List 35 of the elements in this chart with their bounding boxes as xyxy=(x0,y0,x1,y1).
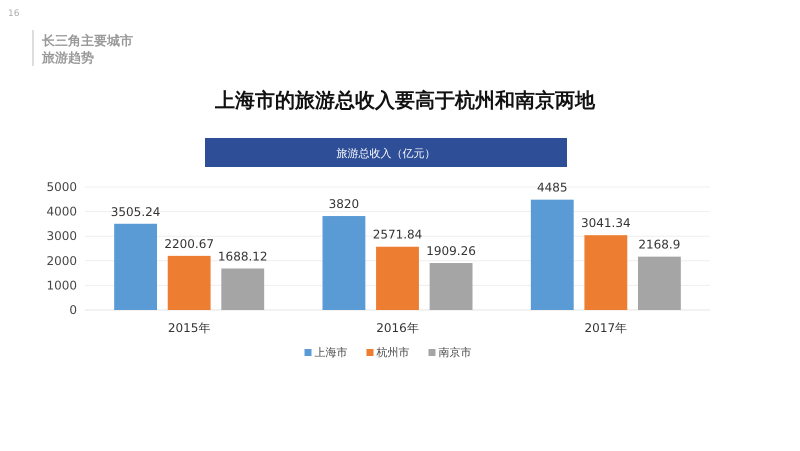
data-label: 2200.67 xyxy=(164,236,214,251)
text: 16 xyxy=(8,9,20,19)
data-label: 3041.34 xyxy=(581,216,631,230)
y-tick-label: 3000 xyxy=(46,229,77,244)
chart-title: 上海市的旅游总收入要高于杭州和南京两地 xyxy=(214,88,596,112)
bar xyxy=(584,235,628,310)
legend-label: 杭州市 xyxy=(376,346,410,359)
data-label: 2571.84 xyxy=(372,228,422,242)
x-tick-label: 2015年 xyxy=(168,321,210,335)
y-tick-label: 4000 xyxy=(46,204,77,219)
bar xyxy=(638,256,681,310)
bar xyxy=(430,263,472,310)
legend-label: 上海市 xyxy=(314,346,348,359)
y-tick-label: 2000 xyxy=(46,254,77,268)
legend-label: 南京市 xyxy=(438,346,472,359)
y-tick-label: 1000 xyxy=(46,278,77,292)
bar xyxy=(376,246,419,310)
bar xyxy=(322,216,366,310)
data-label: 1909.26 xyxy=(426,244,476,258)
text: 旅游趋势 xyxy=(41,50,94,66)
bar xyxy=(221,268,264,310)
y-tick-label: 5000 xyxy=(46,180,77,194)
chart-subtitle: 旅游总收入（亿元） xyxy=(336,147,436,160)
data-label: 2168.9 xyxy=(638,238,680,252)
x-tick-label: 2016年 xyxy=(376,321,419,335)
bar xyxy=(530,200,574,310)
y-tick-label: 0 xyxy=(69,303,77,317)
bar xyxy=(168,256,211,310)
text: 长三角主要城市 xyxy=(41,33,133,49)
x-tick-label: 2017年 xyxy=(584,321,628,335)
bar xyxy=(114,224,158,310)
data-label: 4485 xyxy=(536,180,568,195)
data-label: 3820 xyxy=(328,197,360,212)
data-label: 1688.12 xyxy=(218,249,268,264)
data-label: 3505.24 xyxy=(110,204,160,219)
